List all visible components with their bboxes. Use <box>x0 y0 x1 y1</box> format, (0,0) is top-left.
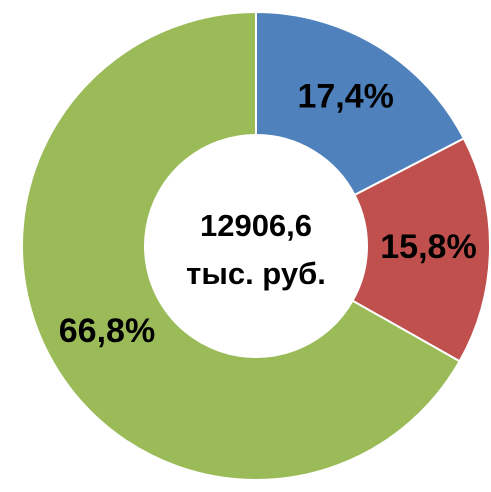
donut-segment <box>255 10 466 197</box>
donut-segment <box>351 137 491 363</box>
data-label: 15,8% <box>380 228 476 266</box>
data-label: 66,8% <box>59 312 155 350</box>
data-label: 17,4% <box>297 78 393 116</box>
donut-segment <box>21 10 461 481</box>
center-text: тыс. руб. <box>186 256 326 291</box>
center-text: 12906,6 <box>200 208 312 243</box>
